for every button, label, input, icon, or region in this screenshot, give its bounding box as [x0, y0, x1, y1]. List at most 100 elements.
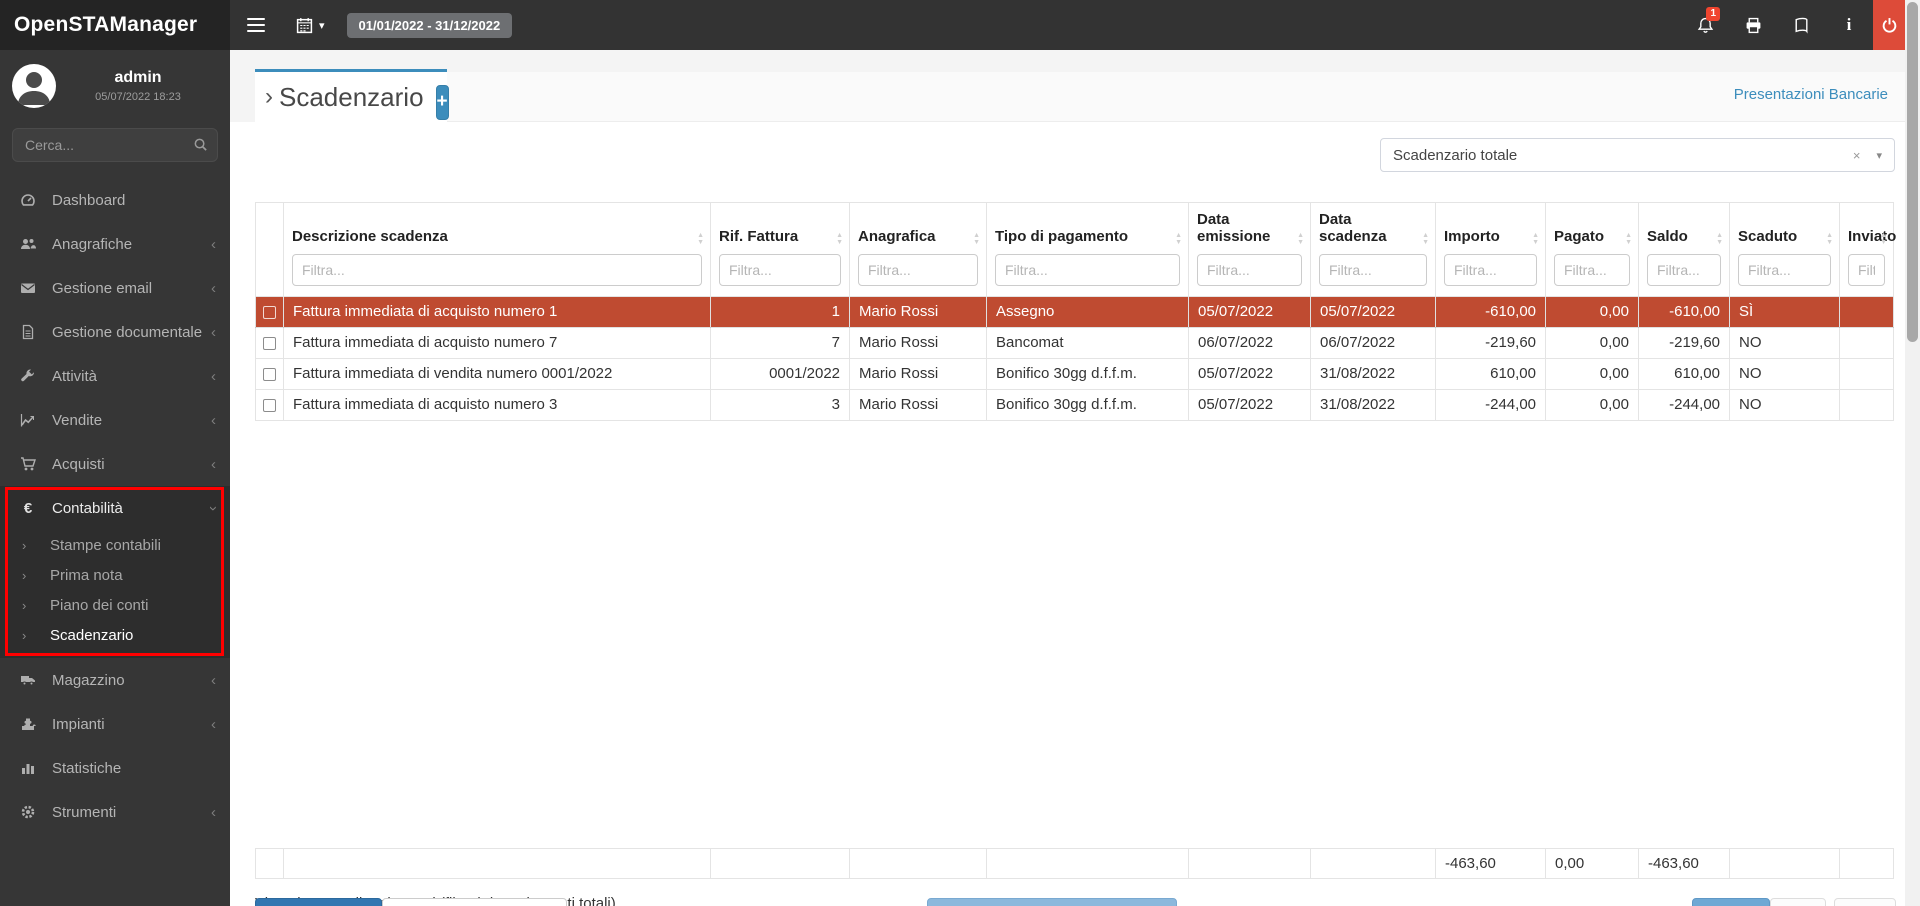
- pagination-active-page[interactable]: [1692, 898, 1770, 906]
- hamburger-menu-icon[interactable]: [230, 0, 282, 50]
- filter-inviato-input[interactable]: [1848, 253, 1885, 286]
- col-tipo-pagamento[interactable]: Tipo di pagamento ▲ ▼: [986, 202, 1189, 297]
- sidebar-item-vendite[interactable]: Vendite ‹: [0, 398, 230, 442]
- sidebar-item-acquisti[interactable]: Acquisti ‹: [0, 442, 230, 486]
- angle-right-icon: ›: [265, 83, 273, 110]
- submenu-label: Scadenzario: [50, 626, 134, 644]
- col-inviato[interactable]: Inviato ▲ ▼: [1839, 202, 1896, 297]
- col-importo[interactable]: Importo ▲ ▼: [1435, 202, 1546, 297]
- pagination-page[interactable]: [1770, 898, 1826, 906]
- sort-icon[interactable]: ▲ ▼: [1880, 231, 1887, 246]
- col-anagrafica[interactable]: Anagrafica ▲ ▼: [849, 202, 987, 297]
- notifications-button[interactable]: 1: [1681, 0, 1729, 50]
- view-select[interactable]: Scadenzario totale × ▾: [1380, 138, 1895, 172]
- search-input[interactable]: [12, 128, 218, 162]
- sidebar-subitem-stampe-contabili[interactable]: › Stampe contabili: [0, 530, 230, 560]
- sidebar-item-label: Statistiche: [52, 759, 122, 777]
- col-data-scadenza[interactable]: Data scadenza ▲ ▼: [1310, 202, 1436, 297]
- sidebar-item-label: Contabilità: [52, 499, 123, 517]
- angle-right-icon: ›: [22, 597, 27, 613]
- sidebar-item-label: Magazzino: [52, 671, 125, 689]
- sidebar-item-gestione-documentale[interactable]: Gestione documentale ‹: [0, 310, 230, 354]
- sidebar: OpenSTAManager admin 05/07/2022 18:23: [0, 0, 230, 906]
- info-button[interactable]: i: [1825, 0, 1873, 50]
- row-checkbox[interactable]: [263, 305, 276, 319]
- row-checkbox[interactable]: [263, 398, 276, 412]
- sidebar-section-contabilita: € Contabilità › › Stampe contabili › Pri…: [0, 486, 230, 658]
- pagination-page[interactable]: [1834, 898, 1896, 906]
- topbar: ▾ 01/01/2022 - 31/12/2022 1: [230, 0, 1920, 50]
- sidebar-item-statistiche[interactable]: Statistiche: [0, 746, 230, 790]
- sort-icon[interactable]: ▲ ▼: [1716, 231, 1723, 246]
- sidebar-item-dashboard[interactable]: Dashboard: [0, 178, 230, 222]
- filter-importo-input[interactable]: [1444, 253, 1537, 286]
- sidebar-item-label: Strumenti: [52, 803, 117, 821]
- calendar-dropdown[interactable]: ▾: [296, 17, 325, 34]
- action-dropdown-button[interactable]: [382, 898, 567, 906]
- presentazioni-bancarie-link[interactable]: Presentazioni Bancarie: [1733, 86, 1888, 103]
- table-row[interactable]: Fattura immediata di vendita numero 0001…: [255, 357, 1894, 390]
- main-card: Scadenzario totale × ▾ Descri: [230, 122, 1905, 906]
- bottom-bar-button[interactable]: [927, 898, 1177, 906]
- table-empty-space: [255, 421, 1894, 848]
- scrollbar[interactable]: [1905, 0, 1920, 906]
- sidebar-item-anagrafiche[interactable]: Anagrafiche ‹: [0, 222, 230, 266]
- row-checkbox[interactable]: [263, 336, 276, 350]
- col-scaduto[interactable]: Scaduto ▲ ▼: [1729, 202, 1840, 297]
- col-descrizione[interactable]: Descrizione scadenza ▲ ▼: [283, 202, 711, 297]
- scrollbar-thumb[interactable]: [1907, 2, 1918, 342]
- sort-icon[interactable]: ▲ ▼: [1532, 231, 1539, 246]
- angle-right-icon: ›: [22, 537, 27, 553]
- logout-button[interactable]: [1873, 0, 1905, 50]
- table-row[interactable]: Fattura immediata di acquisto numero 3 3…: [255, 388, 1894, 421]
- filter-tipo-input[interactable]: [995, 253, 1180, 286]
- filter-descrizione-input[interactable]: [292, 253, 702, 286]
- row-checkbox[interactable]: [263, 367, 276, 381]
- filter-emissione-input[interactable]: [1197, 253, 1302, 286]
- sidebar-item-attivita[interactable]: Attività ‹: [0, 354, 230, 398]
- table-row[interactable]: Fattura immediata di acquisto numero 1 1…: [255, 295, 1894, 328]
- chevron-left-icon: ‹: [211, 411, 216, 429]
- sort-icon[interactable]: ▲ ▼: [836, 231, 843, 246]
- sidebar-item-gestione-email[interactable]: Gestione email ‹: [0, 266, 230, 310]
- sidebar-subitem-piano-dei-conti[interactable]: › Piano dei conti: [0, 590, 230, 620]
- filter-rif-input[interactable]: [719, 253, 841, 286]
- add-button[interactable]: +: [435, 84, 449, 120]
- col-rif-fattura[interactable]: Rif. Fattura ▲ ▼: [710, 202, 850, 297]
- filter-saldo-input[interactable]: [1647, 253, 1721, 286]
- sort-icon[interactable]: ▲ ▼: [1175, 231, 1182, 246]
- col-saldo[interactable]: Saldo ▲ ▼: [1638, 202, 1730, 297]
- sort-icon[interactable]: ▲ ▼: [1826, 231, 1833, 246]
- filter-scaduto-input[interactable]: [1738, 253, 1831, 286]
- bulk-action-button[interactable]: [255, 898, 382, 906]
- sidebar-subitem-prima-nota[interactable]: › Prima nota: [0, 560, 230, 590]
- total-saldo: -463,60: [1638, 847, 1730, 879]
- sort-icon[interactable]: ▲ ▼: [1625, 231, 1632, 246]
- print-button[interactable]: [1729, 0, 1777, 50]
- sort-icon[interactable]: ▲ ▼: [1422, 231, 1429, 246]
- chevron-left-icon: ‹: [211, 279, 216, 297]
- sidebar-item-impianti[interactable]: Impianti ‹: [0, 702, 230, 746]
- docs-button[interactable]: [1777, 0, 1825, 50]
- col-data-emissione[interactable]: Data emissione ▲ ▼: [1188, 202, 1311, 297]
- sort-icon[interactable]: ▲ ▼: [973, 231, 980, 246]
- search-icon[interactable]: [193, 137, 208, 152]
- date-range-badge[interactable]: 01/01/2022 - 31/12/2022: [346, 12, 513, 38]
- sidebar-item-label: Anagrafiche: [52, 235, 133, 253]
- sidebar-item-label: Impianti: [52, 715, 105, 733]
- sidebar-item-contabilita[interactable]: € Contabilità ›: [0, 486, 230, 530]
- sidebar-subitem-scadenzario[interactable]: › Scadenzario: [0, 620, 230, 650]
- sort-icon[interactable]: ▲ ▼: [697, 231, 704, 246]
- chevron-left-icon: ‹: [211, 671, 216, 689]
- filter-anagrafica-input[interactable]: [858, 253, 978, 286]
- sidebar-item-strumenti[interactable]: Strumenti ‹: [0, 790, 230, 834]
- filter-pagato-input[interactable]: [1554, 253, 1630, 286]
- col-pagato[interactable]: Pagato ▲ ▼: [1545, 202, 1639, 297]
- sidebar-item-magazzino[interactable]: Magazzino ‹: [0, 658, 230, 702]
- tab-scadenzario[interactable]: › Scadenzario +: [255, 69, 449, 122]
- filter-scadenza-input[interactable]: [1319, 253, 1427, 286]
- table-row[interactable]: Fattura immediata di acquisto numero 7 7…: [255, 326, 1894, 359]
- sort-icon[interactable]: ▲ ▼: [1297, 231, 1304, 246]
- angle-right-icon: ›: [22, 627, 27, 643]
- clear-icon[interactable]: ×: [1852, 147, 1861, 163]
